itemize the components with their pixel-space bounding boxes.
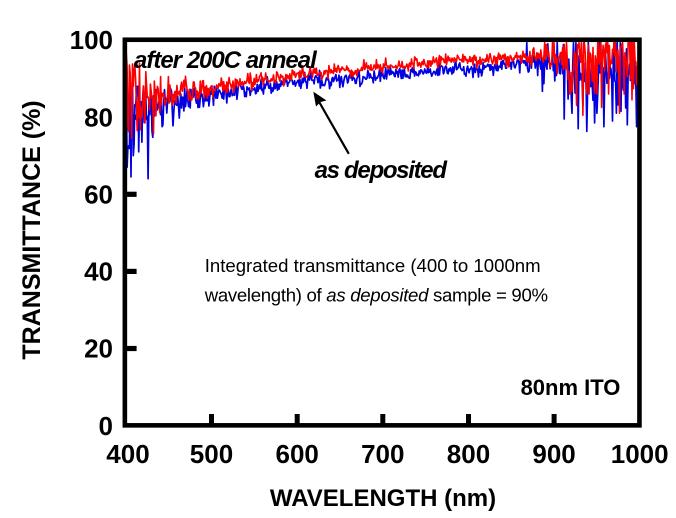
svg-text:after 200C anneal: after 200C anneal (134, 47, 318, 74)
svg-text:80: 80 (84, 102, 113, 132)
svg-text:800: 800 (447, 439, 490, 469)
svg-text:700: 700 (361, 439, 404, 469)
svg-text:40: 40 (84, 257, 113, 287)
svg-text:100: 100 (70, 25, 113, 55)
svg-text:Integrated transmittance (400: Integrated transmittance (400 to 1000nm (205, 255, 541, 276)
svg-text:900: 900 (532, 439, 575, 469)
svg-text:500: 500 (190, 439, 233, 469)
svg-text:TRANSMITTANCE (%): TRANSMITTANCE (%) (18, 100, 46, 359)
svg-text:400: 400 (106, 439, 149, 469)
svg-text:80nm ITO: 80nm ITO (521, 375, 621, 400)
svg-text:0: 0 (99, 411, 113, 441)
svg-text:600: 600 (276, 439, 319, 469)
svg-text:wavelength) of as deposited sa: wavelength) of as deposited sample = 90% (204, 284, 548, 305)
svg-text:20: 20 (84, 334, 113, 364)
svg-text:60: 60 (84, 180, 113, 210)
svg-text:1000: 1000 (611, 439, 669, 469)
svg-text:as deposited: as deposited (315, 157, 449, 184)
svg-text:WAVELENGTH (nm): WAVELENGTH (nm) (270, 485, 496, 512)
